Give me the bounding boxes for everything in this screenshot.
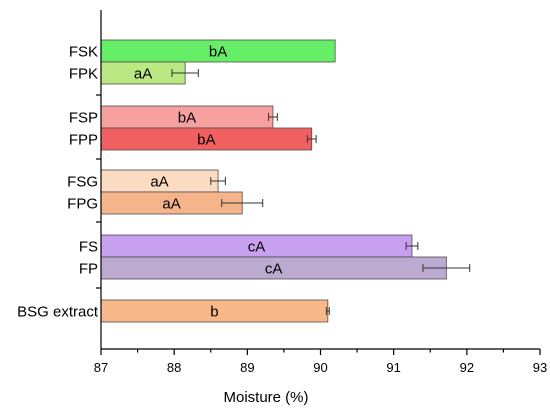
- error-bar-fsp: [268, 113, 278, 121]
- category-label-fpg: FPG: [67, 196, 98, 213]
- error-bar-fs: [405, 242, 419, 250]
- bar-label-fpp: bA: [197, 132, 215, 149]
- error-bar-fpg: [221, 199, 264, 207]
- category-label-fsk: FSK: [69, 44, 98, 61]
- x-tick-label: 93: [533, 360, 547, 375]
- x-tick-label: 90: [313, 360, 327, 375]
- ticks-layer: 87 88 89 90 91 92 93: [94, 94, 547, 375]
- x-tick-label: 88: [167, 360, 181, 375]
- category-label-fsp: FSP: [69, 110, 98, 127]
- category-label-fsg: FSG: [67, 174, 98, 191]
- error-bar-bsg-extract: [325, 307, 330, 315]
- x-axis-title: Moisture (%): [223, 389, 308, 406]
- category-label-fpk: FPK: [69, 66, 98, 83]
- category-label-bsg-extract: BSG extract: [17, 304, 99, 321]
- bar-label-fsg: aA: [150, 174, 168, 191]
- category-label-fpp: FPP: [69, 132, 98, 149]
- x-tick-label: 87: [94, 360, 108, 375]
- bar-label-fs: cA: [248, 239, 266, 256]
- x-tick-label: 89: [240, 360, 254, 375]
- bar-label-fpg: aA: [162, 196, 180, 213]
- bar-label-fpk: aA: [134, 66, 152, 83]
- x-tick-label: 92: [460, 360, 474, 375]
- bar-label-fsp: bA: [178, 110, 196, 127]
- bar-label-fsk: bA: [209, 44, 227, 61]
- bar-label-bsg-extract: b: [210, 304, 218, 321]
- error-bar-fpk: [171, 69, 199, 77]
- error-bar-fsg: [210, 177, 226, 185]
- x-tick-label: 91: [386, 360, 400, 375]
- error-bar-fpp: [306, 135, 317, 143]
- labels-layer: bA FSK aA FPK bA FSP bA FPP aA FSG aA FPG cA FS cA FP b B…: [17, 44, 282, 321]
- category-label-fs: FS: [79, 239, 98, 256]
- error-bar-fp: [422, 264, 471, 272]
- category-label-fp: FP: [79, 261, 98, 278]
- bar-label-fp: cA: [265, 261, 283, 278]
